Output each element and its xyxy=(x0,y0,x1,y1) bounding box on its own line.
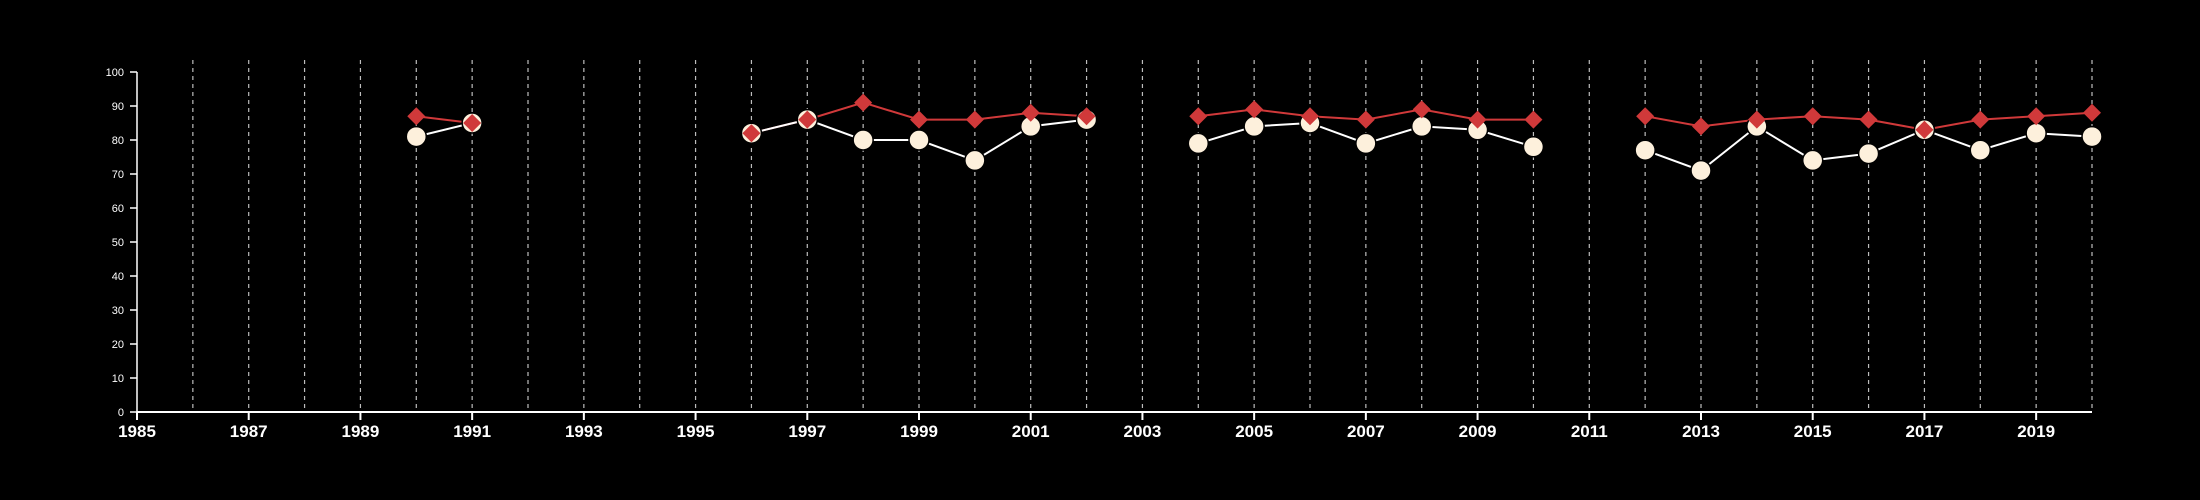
circle-point-2000 xyxy=(964,149,986,172)
y-tick-label-60: 60 xyxy=(112,203,124,215)
diamond-point-1998 xyxy=(854,93,873,112)
diamond-point-2005 xyxy=(1245,100,1264,119)
diamond-point-2008 xyxy=(1412,100,1431,119)
x-tick-label-2009: 2009 xyxy=(1459,422,1497,441)
x-tick-label-1987: 1987 xyxy=(230,422,268,441)
circle-point-1999 xyxy=(908,129,930,151)
x-tick-label-2015: 2015 xyxy=(1794,422,1832,441)
diamond-point-2020 xyxy=(2083,103,2101,122)
y-tick-label-100: 100 xyxy=(106,67,124,79)
y-tick-label-70: 70 xyxy=(112,169,124,181)
x-tick-label-1993: 1993 xyxy=(565,422,603,441)
circle-point-2012 xyxy=(1634,139,1656,161)
circle-point-1990 xyxy=(405,125,428,148)
x-tick-label-2013: 2013 xyxy=(1682,422,1720,441)
diamond-point-2000 xyxy=(965,110,984,129)
diamond-point-2015 xyxy=(1803,107,1822,126)
diamond-point-2016 xyxy=(1859,110,1878,129)
y-tick-label-20: 20 xyxy=(112,339,124,351)
y-tick-label-90: 90 xyxy=(112,101,124,113)
x-tick-label-2017: 2017 xyxy=(1906,422,1944,441)
x-tick-label-1997: 1997 xyxy=(788,422,826,441)
x-tick-label-1989: 1989 xyxy=(342,422,380,441)
diamond-point-1996 xyxy=(742,124,761,143)
diamond-point-2004 xyxy=(1189,107,1208,126)
circle-point-2016 xyxy=(1857,142,1880,165)
circle-point-2007 xyxy=(1355,132,1377,155)
x-tick-label-2011: 2011 xyxy=(1571,422,1608,441)
x-tick-label-2005: 2005 xyxy=(1235,422,1273,441)
y-tick-label-10: 10 xyxy=(112,373,124,385)
axes: 0 10 20 30 40 50 60 70 80 90 100 1985 1987 1989 1991 19… xyxy=(106,67,2092,441)
diamond-point-2014 xyxy=(1747,110,1766,129)
diamond-point-2007 xyxy=(1356,110,1375,129)
y-tick-label-0: 0 xyxy=(118,407,124,419)
series xyxy=(405,93,2103,182)
y-tick-label-50: 50 xyxy=(112,237,124,249)
diamond-point-2013 xyxy=(1692,117,1710,136)
x-tick-label-2007: 2007 xyxy=(1347,422,1385,441)
diamond-point-2001 xyxy=(1021,103,1040,122)
x-tick-label-1985: 1985 xyxy=(118,422,156,441)
diamond-point-1990 xyxy=(407,107,426,126)
diamond-point-2009 xyxy=(1468,110,1487,129)
x-tick-label-1991: 1991 xyxy=(453,422,491,441)
y-tick-label-80: 80 xyxy=(112,135,124,147)
diamond-point-1999 xyxy=(910,110,928,129)
circle-point-2020 xyxy=(2081,125,2103,148)
diamond-point-2002 xyxy=(1077,107,1096,126)
circle-point-2015 xyxy=(1801,149,1824,172)
circle-point-2013 xyxy=(1690,159,1712,182)
circle-point-2019 xyxy=(2025,122,2047,144)
x-tick-label-1999: 1999 xyxy=(900,422,938,441)
x-tick-label-2001: 2001 xyxy=(1012,422,1050,441)
diamond-point-1991 xyxy=(463,114,482,132)
diamond-point-2018 xyxy=(1971,110,1990,129)
diamond-point-2006 xyxy=(1301,107,1319,126)
diamond-point-2019 xyxy=(2027,107,2046,126)
circle-point-2008 xyxy=(1410,115,1433,138)
x-tick-label-2003: 2003 xyxy=(1124,422,1162,441)
diamond-point-2012 xyxy=(1636,107,1655,126)
circle-point-1998 xyxy=(852,129,874,151)
diamond-point-2017 xyxy=(1915,120,1934,139)
diamond-point-2010 xyxy=(1524,110,1543,129)
circle-point-2005 xyxy=(1243,115,1265,138)
y-tick-label-30: 30 xyxy=(112,305,124,317)
circle-point-2004 xyxy=(1187,132,1210,155)
y-tick-label-40: 40 xyxy=(112,271,124,283)
x-tick-label-1995: 1995 xyxy=(677,422,715,441)
circle-point-2018 xyxy=(1969,139,1992,161)
circle-point-2010 xyxy=(1522,136,1545,158)
diamond-point-1997 xyxy=(798,110,817,129)
x-tick-label-2019: 2019 xyxy=(2017,422,2055,441)
